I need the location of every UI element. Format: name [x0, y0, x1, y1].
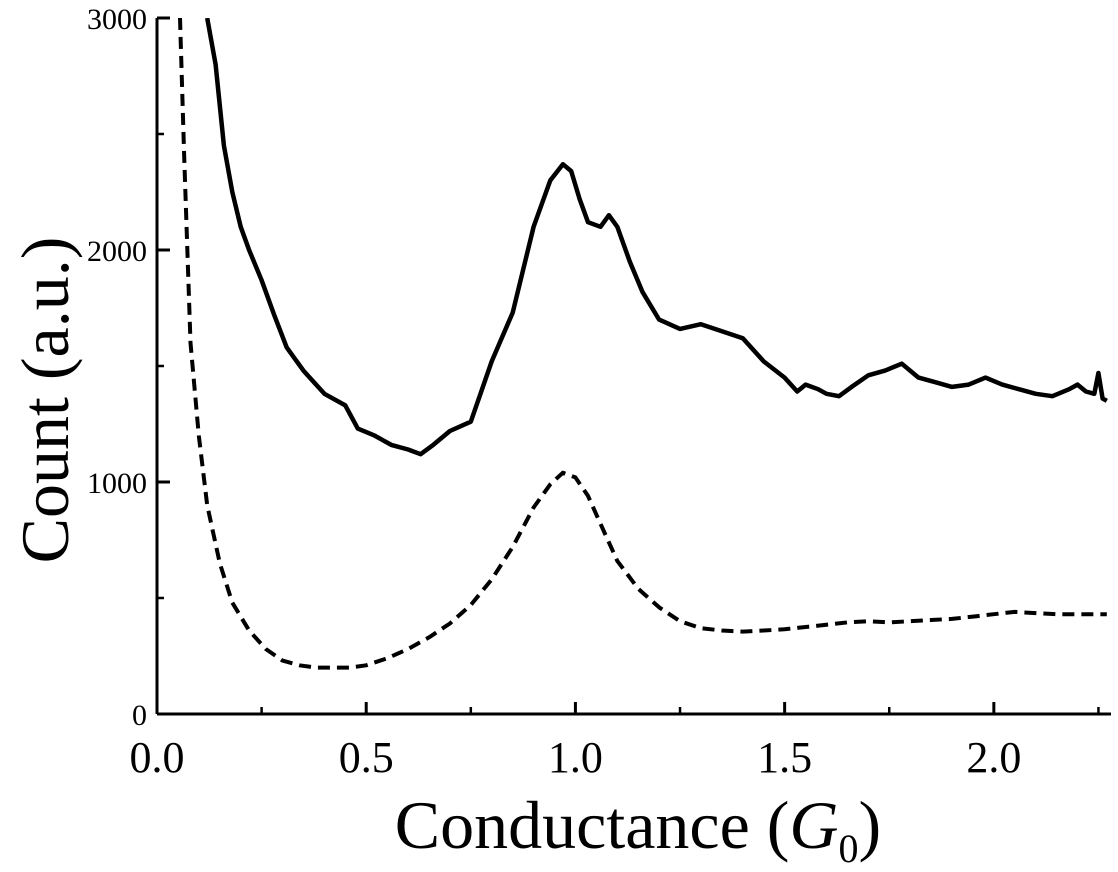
x-tick-label: 2.0 [966, 733, 1021, 782]
x-axis-title-symbol: G [789, 787, 838, 863]
x-tick-label: 1.5 [757, 733, 812, 782]
y-tick-label: 2000 [87, 235, 147, 268]
x-axis-title-prefix: Conductance ( [395, 787, 790, 863]
ticks-layer: 0.0 0.5 1.0 1.5 2.0 0 1000 2000 3000 [87, 3, 1100, 782]
series-line-2 [178, 18, 1107, 670]
series-layer [178, 18, 1108, 670]
y-tick-label: 0 [132, 699, 147, 732]
x-tick-label: 0.0 [130, 733, 185, 782]
x-tick-label: 0.5 [339, 733, 394, 782]
x-axis-title-suffix: ) [859, 787, 882, 863]
x-axis-title-subscript: 0 [839, 826, 859, 871]
y-axis-title: Count (a.u.) [7, 237, 83, 564]
series-line-1 [204, 18, 1108, 457]
x-axis-title: Conductance (G0) [395, 787, 881, 871]
x-tick-label: 1.0 [548, 733, 603, 782]
y-tick-label: 3000 [87, 3, 147, 36]
y-tick-label: 1000 [87, 467, 147, 500]
